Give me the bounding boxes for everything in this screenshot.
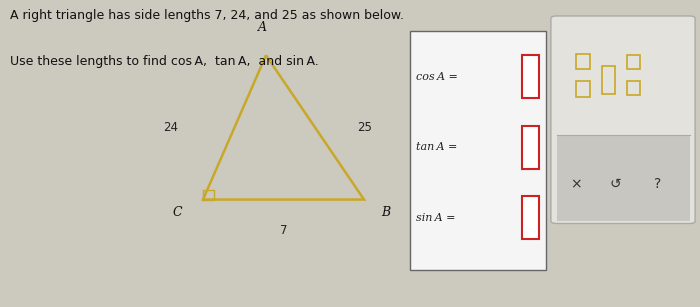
Text: Use these lengths to find cos A,  tan A,  and sin A.: Use these lengths to find cos A, tan A, …: [10, 55, 319, 68]
Text: A right triangle has side lengths 7, 24, and 25 as shown below.: A right triangle has side lengths 7, 24,…: [10, 9, 405, 22]
Text: 24: 24: [164, 121, 178, 134]
Text: ×: ×: [570, 177, 582, 191]
Text: 25: 25: [357, 121, 372, 134]
FancyBboxPatch shape: [522, 196, 539, 239]
Text: B: B: [382, 206, 391, 219]
FancyBboxPatch shape: [556, 135, 690, 221]
Text: 7: 7: [280, 224, 287, 237]
Text: A: A: [258, 21, 267, 34]
Text: C: C: [172, 206, 182, 219]
FancyBboxPatch shape: [522, 126, 539, 169]
FancyBboxPatch shape: [522, 55, 539, 98]
Text: ?: ?: [654, 177, 661, 191]
FancyBboxPatch shape: [551, 16, 695, 223]
Text: sin A =: sin A =: [416, 213, 456, 223]
Text: ↺: ↺: [610, 177, 621, 191]
Text: tan A =: tan A =: [416, 142, 458, 152]
Text: cos A =: cos A =: [416, 72, 459, 82]
FancyBboxPatch shape: [410, 31, 546, 270]
